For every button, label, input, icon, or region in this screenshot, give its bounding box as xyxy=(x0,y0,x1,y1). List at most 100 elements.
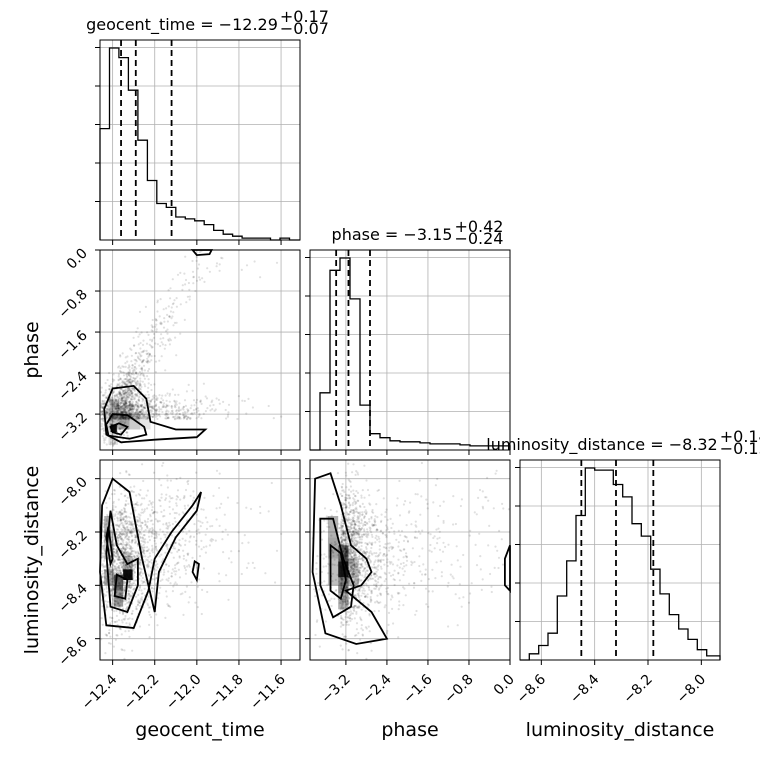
sample-point xyxy=(384,515,387,519)
sample-point xyxy=(124,402,127,406)
sample-point xyxy=(136,416,139,419)
sample-point xyxy=(187,504,190,507)
sample-point xyxy=(144,521,147,524)
sample-point xyxy=(127,417,130,421)
sample-point xyxy=(104,594,107,597)
sample-point xyxy=(350,618,354,621)
sample-point xyxy=(459,565,462,568)
sample-point xyxy=(146,520,149,523)
sample-point xyxy=(318,588,321,591)
sample-point xyxy=(335,510,338,513)
sample-point xyxy=(162,337,165,340)
sample-point xyxy=(122,416,125,419)
sample-point xyxy=(131,372,134,375)
sample-point xyxy=(122,403,125,406)
sample-point xyxy=(222,400,225,403)
sample-point xyxy=(368,588,371,592)
sample-point xyxy=(123,417,126,420)
sample-point xyxy=(345,621,348,624)
sample-point xyxy=(119,410,122,413)
sample-point xyxy=(168,315,171,319)
sample-point xyxy=(129,372,132,375)
sample-point xyxy=(389,598,392,601)
sample-point xyxy=(164,551,167,554)
sample-point xyxy=(227,557,231,560)
sample-point xyxy=(380,567,383,570)
sample-point xyxy=(315,567,318,571)
sample-point xyxy=(385,631,389,635)
sample-point xyxy=(179,408,182,411)
sample-point xyxy=(117,404,120,407)
sample-point xyxy=(155,319,158,322)
sample-point xyxy=(106,408,109,411)
sample-point xyxy=(121,405,124,408)
sample-point xyxy=(128,393,131,396)
sample-point xyxy=(139,568,142,571)
sample-point xyxy=(136,380,139,383)
sample-point xyxy=(149,411,153,414)
sample-point xyxy=(102,545,105,549)
sample-point xyxy=(141,343,145,346)
sample-point xyxy=(129,409,132,412)
sample-point xyxy=(140,544,143,548)
sample-point xyxy=(197,528,200,531)
sample-point xyxy=(136,412,140,415)
sample-point xyxy=(136,383,139,386)
sample-point xyxy=(151,532,154,535)
sample-point xyxy=(140,403,143,406)
sample-point xyxy=(135,383,138,386)
sample-point xyxy=(175,583,178,586)
sample-point xyxy=(384,543,387,546)
sample-point xyxy=(125,412,128,415)
sample-point xyxy=(119,411,122,414)
sample-point xyxy=(370,649,373,652)
sample-point xyxy=(119,367,122,370)
sample-point xyxy=(108,385,111,388)
sample-point xyxy=(107,642,111,645)
sample-point xyxy=(143,377,146,380)
sample-point xyxy=(436,537,439,540)
sample-point xyxy=(160,510,163,513)
sample-point xyxy=(123,618,126,621)
sample-point xyxy=(131,405,134,408)
sample-point xyxy=(226,413,230,416)
sample-point xyxy=(135,418,138,421)
sample-point xyxy=(167,570,170,573)
sample-point xyxy=(119,512,122,515)
sample-point xyxy=(109,400,112,403)
sample-point xyxy=(130,408,133,411)
sample-point xyxy=(139,405,142,408)
sample-point xyxy=(125,380,128,383)
sample-point xyxy=(155,572,158,576)
sample-point xyxy=(116,396,119,399)
sample-point xyxy=(134,362,137,365)
sample-point xyxy=(128,370,131,373)
sample-point xyxy=(122,407,125,410)
sample-point xyxy=(114,417,117,420)
sample-point xyxy=(131,540,134,543)
sample-point xyxy=(390,526,393,530)
sample-point xyxy=(189,417,192,420)
sample-point xyxy=(142,414,145,417)
sample-point xyxy=(132,411,135,414)
sample-point xyxy=(166,412,169,415)
sample-point xyxy=(143,560,146,563)
sample-point xyxy=(139,514,142,517)
sample-point xyxy=(101,411,104,414)
sample-point xyxy=(111,608,114,611)
sample-point xyxy=(181,407,184,410)
sample-point xyxy=(123,417,126,420)
sample-point xyxy=(126,409,129,412)
sample-point xyxy=(186,411,189,414)
sample-point xyxy=(110,408,113,411)
sample-point xyxy=(131,364,134,367)
sample-point xyxy=(178,409,181,412)
sample-point xyxy=(133,368,136,371)
sample-point xyxy=(172,415,175,418)
sample-point xyxy=(123,405,127,408)
sample-point xyxy=(121,417,124,420)
sample-point xyxy=(125,551,128,555)
sample-point xyxy=(145,412,148,415)
sample-point xyxy=(402,503,405,506)
sample-point xyxy=(167,604,170,607)
